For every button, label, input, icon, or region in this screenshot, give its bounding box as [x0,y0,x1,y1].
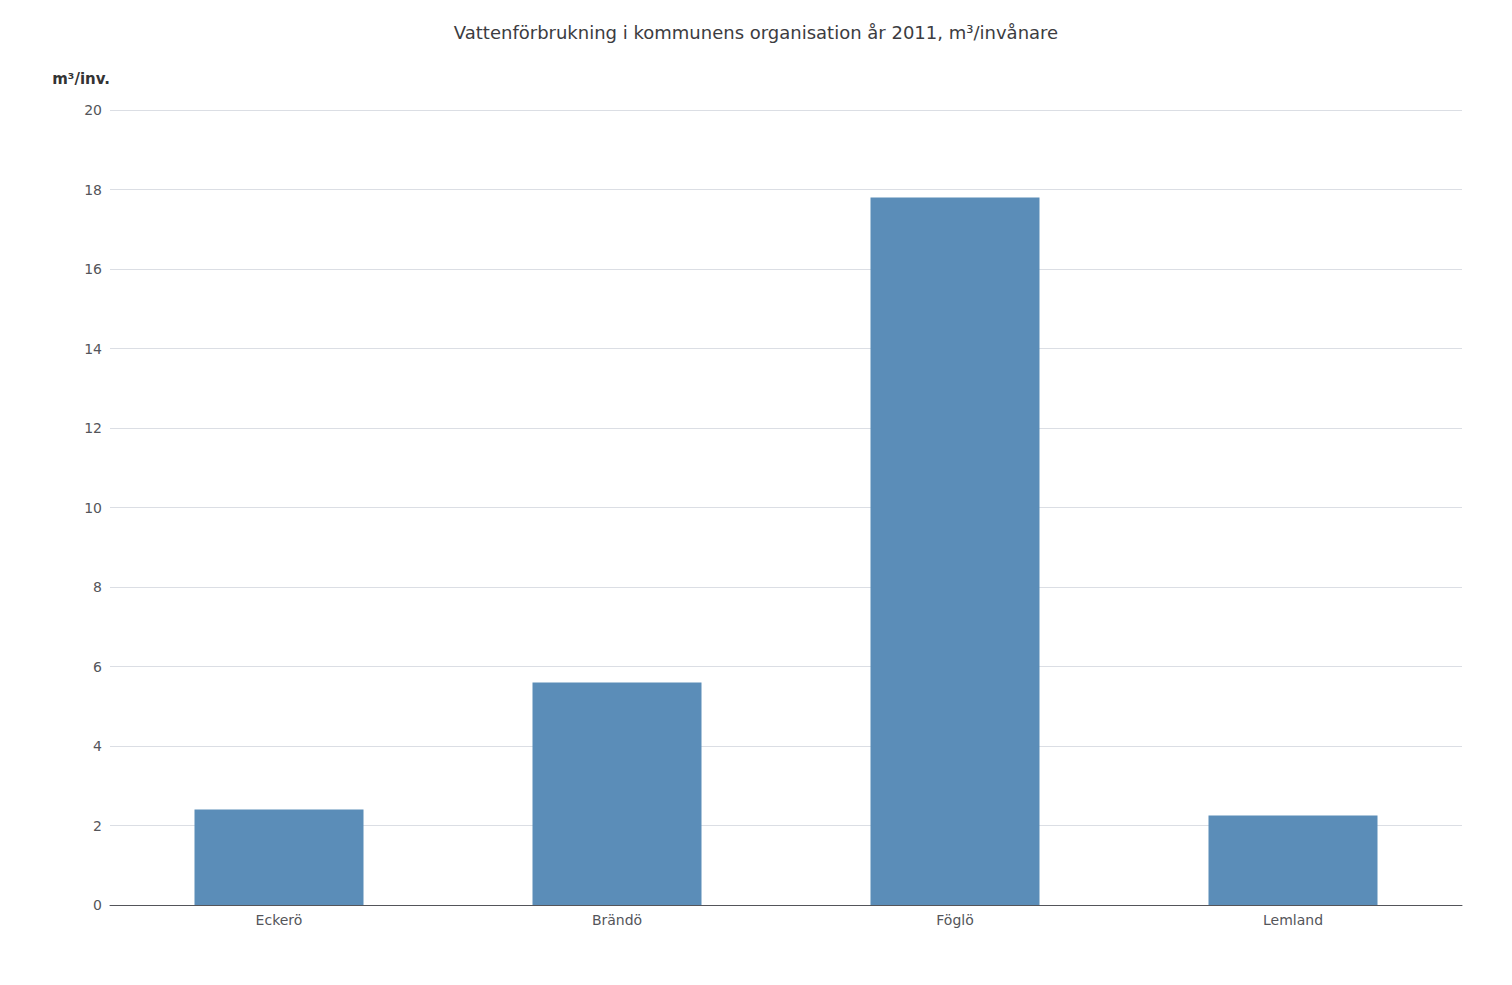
svg-text:Föglö: Föglö [936,912,973,928]
svg-text:16: 16 [84,261,102,277]
svg-text:2: 2 [93,818,102,834]
svg-text:8: 8 [93,579,102,595]
svg-text:12: 12 [84,420,102,436]
svg-text:Brändö: Brändö [592,912,642,928]
svg-text:6: 6 [93,659,102,675]
svg-text:m³/inv.: m³/inv. [52,70,110,88]
svg-text:4: 4 [93,738,102,754]
svg-text:14: 14 [84,341,102,357]
svg-text:18: 18 [84,182,102,198]
svg-text:Lemland: Lemland [1263,912,1323,928]
svg-text:10: 10 [84,500,102,516]
svg-text:Vattenförbrukning i kommunens: Vattenförbrukning i kommunens organisati… [454,22,1058,43]
svg-text:0: 0 [93,897,102,913]
svg-text:Eckerö: Eckerö [256,912,303,928]
svg-text:20: 20 [84,102,102,118]
